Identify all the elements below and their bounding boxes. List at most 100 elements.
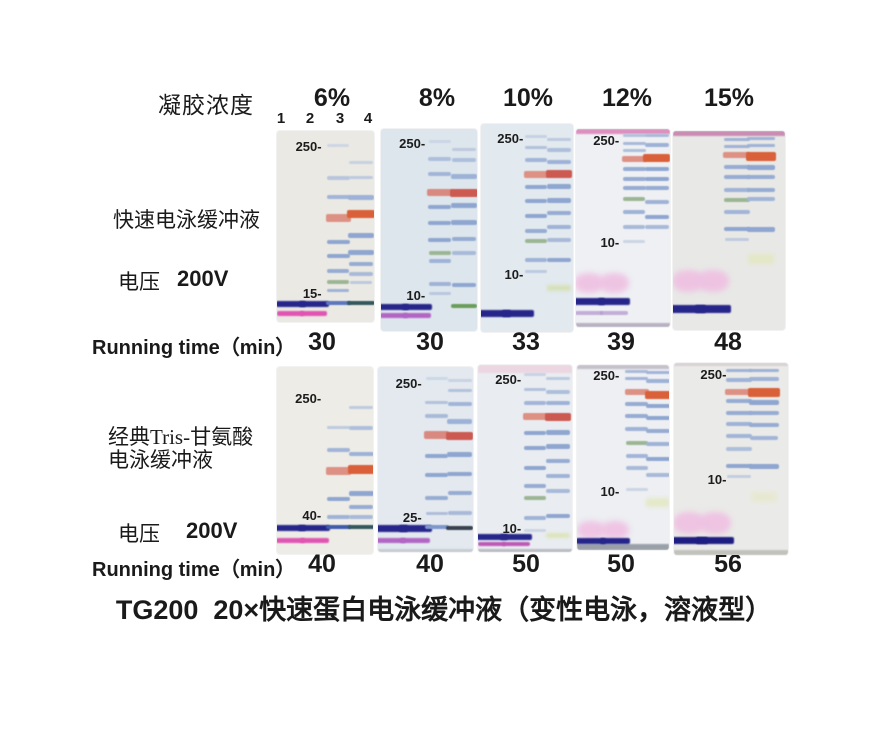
gel-band [547,137,572,141]
gel-band [347,300,374,305]
gel-band [450,202,477,208]
gel-band [623,210,646,215]
gel-band [524,483,547,488]
molecular-weight-marker-label: 250- [497,131,524,147]
gel-band [428,238,452,243]
gel-band [599,537,630,544]
gel-band [425,512,448,516]
gel-band [625,453,648,458]
molecular-weight-marker-label: 250- [700,366,727,382]
gel-band [450,174,477,180]
gel-band [547,285,572,292]
gel-band [524,170,549,178]
gel-band [450,303,477,308]
gel-band [748,254,775,265]
gel-band [428,172,452,177]
gel-band [277,300,306,307]
gel-band [277,310,305,316]
gel-photo-row2-12%: 250- 10- [577,365,669,550]
gel-band [299,538,329,544]
gel-band [598,272,629,293]
gel-band [622,133,646,137]
gel-band [326,514,350,519]
gel-band [644,176,669,181]
gel-band [673,305,706,314]
gel-band [545,444,570,450]
gel-band [644,142,669,147]
running-time-label-row2: Running time（min） [92,559,296,581]
molecular-weight-marker-label: 250- [593,132,620,148]
gel-band [545,513,570,518]
gel-band [525,229,548,234]
gel-band [349,514,373,519]
gel-band [478,541,507,546]
gel-band [402,303,433,310]
gel-band [726,475,751,479]
running-time-row2-6pct: 40 [308,550,336,578]
gel-top-edge [673,131,785,136]
gel-band [525,214,548,219]
gel-band [378,525,408,533]
gel-band [524,495,547,500]
gel-band [327,288,350,292]
gel-band [644,166,669,171]
lane-number-2: 2 [305,110,315,127]
gel-band [747,187,776,192]
gel-band [327,279,350,284]
gel-band [451,158,476,163]
gel-band [450,219,477,225]
running-time-row2-12pct: 50 [607,550,635,578]
molecular-weight-marker-label: 250- [395,376,422,392]
concentration-12pct: 12% [601,84,653,112]
gel-band [428,259,451,264]
gel-band [425,401,449,405]
gel-band [428,204,452,209]
molecular-weight-marker-label: 10- [502,521,522,537]
gel-band [547,224,572,229]
gel-band [576,311,604,316]
gel-band [525,158,548,163]
running-time-row2-8pct: 40 [416,550,444,578]
gel-band [525,185,548,190]
running-time-row1-12pct: 39 [607,328,635,356]
gel-band [623,197,646,202]
gel-band [424,430,450,439]
voltage-value-row2: 200V [186,518,238,543]
gel-band [749,411,780,415]
molecular-weight-marker-label: 250- [295,391,322,407]
gel-band [723,187,750,192]
gel-band [747,174,776,179]
gel-band [725,434,752,439]
gel-band [723,197,750,202]
gel-band [547,147,572,152]
gel-band [326,448,350,453]
gel-photo-row2-10%: 250- 10- [478,365,572,552]
gel-band [447,471,473,476]
gel-band [425,495,449,500]
gel-band [525,269,548,273]
gel-band [348,491,373,497]
gel-photo-row1-6%: 250- 15- [277,131,374,322]
gel-band [625,402,649,406]
gel-band [747,136,776,140]
gel-band [622,141,646,145]
molecular-weight-marker-label: 10- [504,266,524,282]
molecular-weight-marker-label: 10- [600,234,620,250]
gel-band [625,369,649,373]
molecular-weight-marker-label: 250- [495,372,522,388]
gel-band [326,425,350,429]
gel-band [277,525,307,531]
gel-band [749,377,780,382]
gel-photo-row2-6%: 250- 40- [277,367,373,554]
gel-band [326,254,350,259]
gel-band [545,459,570,464]
gel-band [525,198,548,203]
running-time-row1-6pct: 30 [308,328,336,356]
gel-band [524,465,547,470]
gel-band [347,525,373,529]
gel-band [723,174,750,179]
buffer-label-fast: 快速电泳缓冲液 [113,208,260,232]
gel-band [447,389,472,393]
gel-band [524,528,547,532]
